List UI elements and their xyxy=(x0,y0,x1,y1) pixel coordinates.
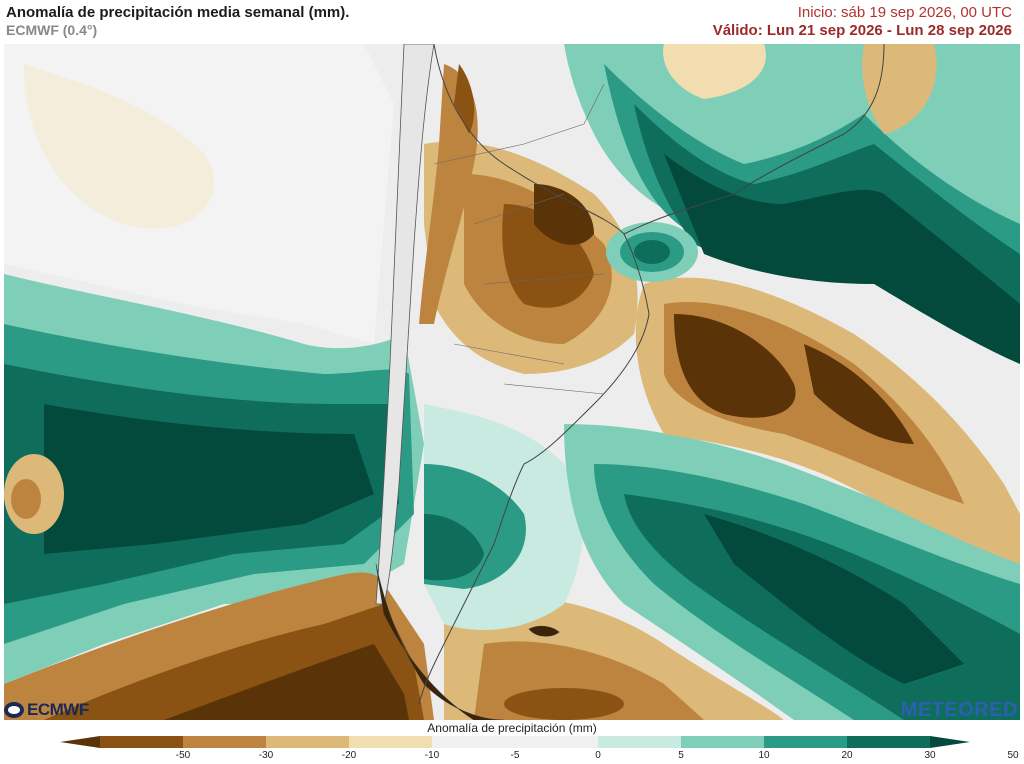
colorbar-arrow-left xyxy=(60,736,100,748)
chile-land xyxy=(375,44,435,605)
malvinas-islands xyxy=(528,625,560,637)
valid-period: Válido: Lun 21 sep 2026 - Lun 28 sep 202… xyxy=(712,22,1012,39)
colorbar-segment xyxy=(515,736,599,748)
colorbar-tick-label: -20 xyxy=(341,750,357,761)
colorbar xyxy=(60,736,970,748)
atlantic-dry-core-1 xyxy=(674,314,796,418)
map-title: Anomalía de precipitación media semanal … xyxy=(6,4,350,21)
central-dry-inner xyxy=(502,204,594,308)
pacific-wet-core xyxy=(44,404,374,554)
colorbar-tick-label: 30 xyxy=(924,750,936,761)
colorbar-segment xyxy=(100,736,184,748)
colorbar-tick-label: -10 xyxy=(424,750,440,761)
precipitation-anomaly-map xyxy=(4,44,1020,720)
colorbar-title: Anomalía de precipitación (mm) xyxy=(427,721,597,735)
colorbar-segment xyxy=(432,736,516,748)
east-coastline xyxy=(418,44,650,705)
colorbar-arrow-right xyxy=(930,736,970,748)
colorbar-segment xyxy=(598,736,682,748)
ne-dry-patch xyxy=(663,44,766,99)
ecmwf-logo-text: ECMWF xyxy=(27,700,89,719)
colorbar-tick-label: -50 xyxy=(175,750,191,761)
colorbar-tick-label: -5 xyxy=(510,750,520,761)
brazil-coastline xyxy=(623,44,885,235)
brazil-wet-core xyxy=(664,154,1020,364)
header: Anomalía de precipitación media semanal … xyxy=(0,0,1024,44)
atlantic-wet-core xyxy=(704,514,964,684)
colorbar-segment xyxy=(349,736,433,748)
colorbar-segment xyxy=(681,736,765,748)
colorbar-tick-label: 20 xyxy=(841,750,853,761)
nw-pale-dry-patch xyxy=(24,64,215,229)
colorbar-segment xyxy=(847,736,931,748)
colorbar-segment xyxy=(764,736,848,748)
colorbar-ticks: -50 -30 -20 -10 -5 0 5 10 20 30 50 xyxy=(0,750,1024,764)
atlantic-dry-core-2 xyxy=(804,344,914,444)
tierra-del-fuego-dry xyxy=(375,563,505,720)
colorbar-tick-label: 5 xyxy=(678,750,684,761)
meteored-logo: METEORED xyxy=(900,699,1018,721)
init-time: Inicio: sáb 19 sep 2026, 00 UTC xyxy=(797,4,1012,21)
colorbar-segment xyxy=(266,736,350,748)
country-borders xyxy=(433,83,605,395)
model-label: ECMWF (0.4°) xyxy=(6,22,98,38)
colorbar-segment xyxy=(183,736,267,748)
south-pacific-dry-core xyxy=(164,644,409,720)
andes-dry-streak xyxy=(419,64,478,324)
colorbar-tick-label: -30 xyxy=(258,750,274,761)
ecmwf-logo-icon xyxy=(4,702,24,718)
colorbar-tick-label: 0 xyxy=(595,750,601,761)
colorbar-tick-label: 50 xyxy=(1007,750,1019,761)
colorbar-tick-label: 10 xyxy=(758,750,770,761)
ecmwf-logo: ECMWF xyxy=(4,700,89,720)
